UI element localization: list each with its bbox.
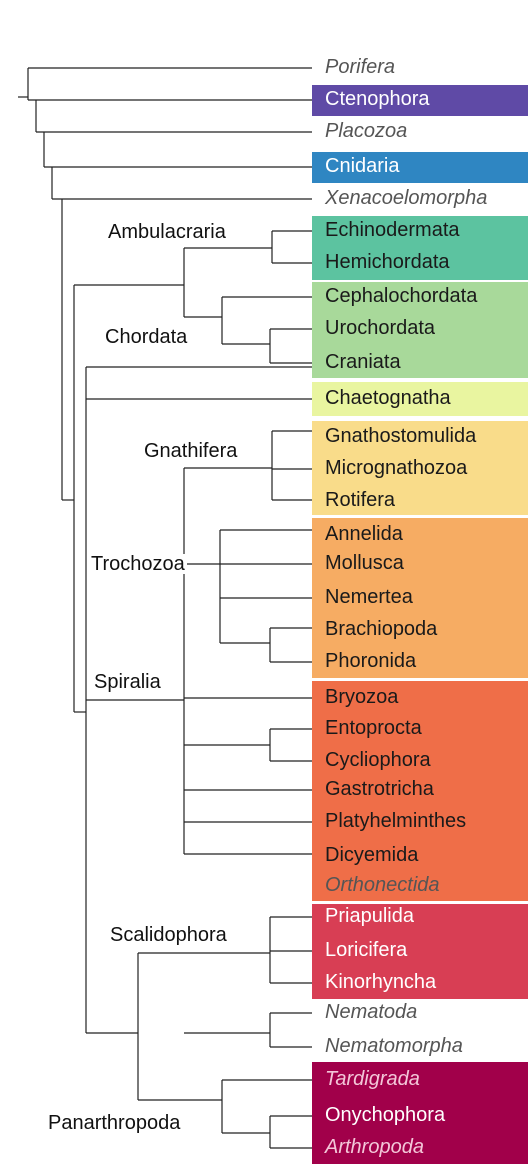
taxon-label: Orthonectida	[325, 874, 440, 896]
taxon-label: Kinorhyncha	[325, 971, 437, 993]
taxon-label: Micrognathozoa	[325, 457, 468, 479]
clade-label-spiralia: Spiralia	[92, 671, 163, 693]
taxon-label: Dicyemida	[325, 844, 419, 866]
spiralia-rest-band	[312, 681, 528, 901]
taxon-label: Nematoda	[325, 1001, 418, 1023]
taxon-label: Craniata	[325, 351, 401, 373]
clade-label-trochozoa: Trochozoa	[89, 553, 187, 575]
taxon-label: Nematomorpha	[325, 1035, 463, 1057]
taxon-label: Entoprocta	[325, 717, 422, 739]
taxon-label: Priapulida	[325, 905, 414, 927]
trochozoa-band	[312, 518, 528, 678]
taxon-label: Porifera	[325, 56, 396, 78]
taxon-label: Arthropoda	[325, 1136, 424, 1158]
panarthropoda-band	[312, 1062, 528, 1164]
clade-label-scalidophora: Scalidophora	[108, 924, 229, 946]
chaetognatha-band	[312, 382, 528, 416]
taxon-label: Ctenophora	[325, 88, 430, 110]
taxon-label: Cnidaria	[325, 155, 400, 177]
taxon-label: Cephalochordata	[325, 285, 478, 307]
taxon-label: Annelida	[325, 523, 403, 545]
taxon-label: Bryozoa	[325, 686, 399, 708]
taxon-label: Brachiopoda	[325, 618, 438, 640]
taxon-label: Cycliophora	[325, 749, 431, 771]
taxon-label: Chaetognatha	[325, 387, 451, 409]
taxon-label: Hemichordata	[325, 251, 450, 273]
taxon-label: Xenacoelomorpha	[325, 187, 488, 209]
clade-label-chordata: Chordata	[103, 326, 190, 348]
taxon-label: Phoronida	[325, 650, 417, 672]
chordata-band	[312, 282, 528, 378]
clade-label-ambulacraria: Ambulacraria	[106, 221, 228, 243]
clade-label-gnathifera: Gnathifera	[142, 440, 240, 462]
taxon-label: Mollusca	[325, 552, 404, 574]
taxon-label: Placozoa	[325, 120, 408, 142]
cnidaria-band	[312, 152, 528, 183]
taxon-label: Loricifera	[325, 939, 408, 961]
taxon-label: Gastrotricha	[325, 778, 434, 800]
taxon-label: Gnathostomulida	[325, 425, 477, 447]
scalidophora-band	[312, 904, 528, 999]
taxon-label: Platyhelminthes	[325, 810, 467, 832]
deuterostomia-ambulacraria-band	[312, 216, 528, 280]
gnathifera-band	[312, 421, 528, 515]
taxon-label: Urochordata	[325, 317, 436, 339]
taxon-label: Onychophora	[325, 1104, 446, 1126]
clade-label-panarthropoda: Panarthropoda	[46, 1112, 183, 1134]
taxon-label: Rotifera	[325, 489, 396, 511]
taxon-label: Tardigrada	[325, 1068, 420, 1090]
taxon-label: Echinodermata	[325, 219, 460, 241]
taxon-label: Nemertea	[325, 586, 413, 608]
ctenophora-band	[312, 85, 528, 116]
